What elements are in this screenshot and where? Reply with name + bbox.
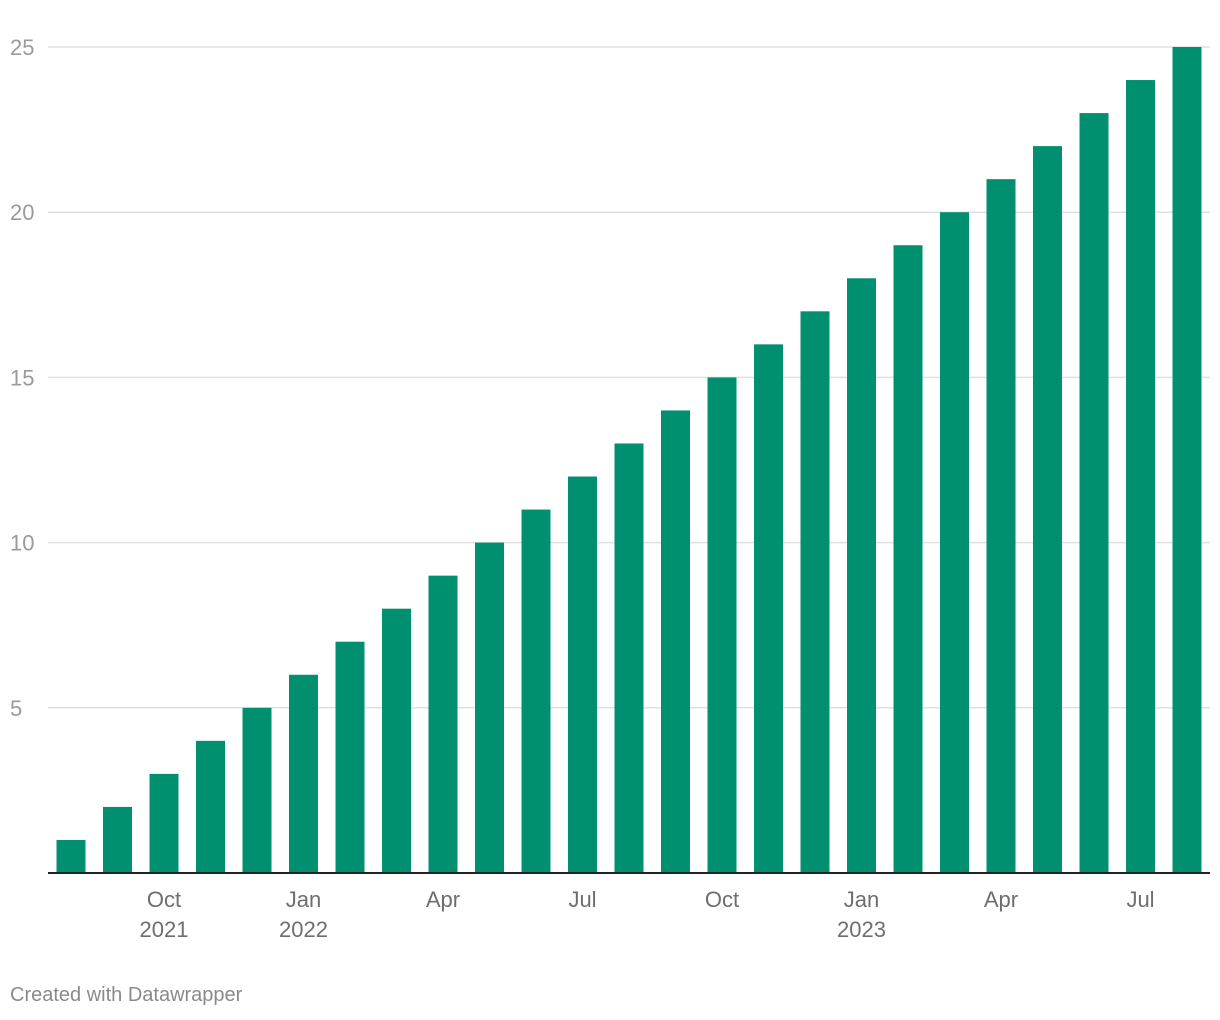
bar [475,542,504,873]
bar [242,707,272,873]
bar [521,509,551,873]
bar [847,278,876,873]
bar [1172,47,1202,873]
x-tick-label: Apr [426,887,460,912]
bar [103,806,132,873]
bar [661,410,690,873]
bar [707,377,737,873]
bar [568,476,597,873]
x-tick-year-label: 2021 [140,917,189,942]
x-tick-label: Jul [568,887,596,912]
bar-chart: 5 10 15 20 25 Oct 2021 Jan 2022 Apr Jul Oct Jan 2023 A… [10,35,1210,942]
bar [986,179,1016,873]
bar [149,773,179,873]
bar [1079,113,1109,873]
x-tick-year-label: 2023 [837,917,886,942]
x-tick-label: Jan [286,887,321,912]
bar [289,674,318,873]
bar [335,641,365,873]
y-tick-label: 5 [10,696,22,721]
bar [800,311,830,873]
bar [1033,146,1062,873]
bar [940,212,969,873]
bar [382,608,411,873]
bar [196,740,225,873]
y-tick-label: 10 [10,531,34,556]
bar [1126,80,1155,874]
x-tick-label: Oct [705,887,739,912]
x-tick-label: Jan [844,887,879,912]
x-tick-label: Oct [147,887,181,912]
y-tick-label: 20 [10,200,34,225]
y-tick-label: 25 [10,35,34,60]
bar [56,839,86,873]
bar [614,443,644,873]
bar [428,575,458,873]
x-tick-year-label: 2022 [279,917,328,942]
bar [754,344,783,873]
bar [893,245,923,874]
footer-credit: Created with Datawrapper [10,984,243,1006]
y-tick-label: 15 [10,365,34,390]
x-tick-label: Apr [984,887,1018,912]
x-tick-label: Jul [1126,887,1154,912]
